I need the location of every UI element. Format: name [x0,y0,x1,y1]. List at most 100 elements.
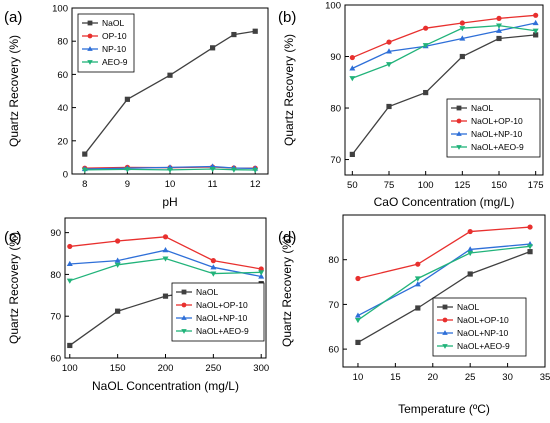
x-tick-label: 175 [528,180,544,191]
x-axis-title: Temperature (ºC) [398,402,490,416]
data-point [115,238,121,244]
y-tick-label: 80 [330,104,341,115]
x-tick-label: 15 [390,372,401,383]
y-axis-title: Quartz Recovery (%) [7,232,21,344]
data-point [355,275,361,282]
x-axis-title: NaOL Concentration (mg/L) [92,379,239,393]
data-point [527,224,533,230]
legend-label: NaOL+OP-10 [196,300,248,310]
data-point [386,48,392,54]
legend-entry: NaOL+AEO-9 [176,326,249,336]
data-point [527,244,534,250]
data-point [162,234,169,240]
y-axis-title: Quartz Recovery (%) [282,34,296,146]
data-point [167,72,173,78]
y-tick-label: 100 [52,4,68,15]
data-point [66,260,73,267]
data-point [349,65,356,71]
series-line [357,226,531,280]
legend-marker [87,46,93,51]
data-point [496,15,502,21]
data-point [66,278,73,284]
data-point [258,270,265,276]
y-tick-label: 60 [328,345,339,356]
panel-label: (a) [4,9,22,26]
y-tick-label: 60 [57,70,68,81]
data-point [467,250,474,257]
x-tick-label: 10 [165,179,176,190]
legend-entry: NaOL+OP-10 [451,116,523,126]
panel-label: (d) [278,229,296,246]
legend-label: NP-10 [102,44,126,54]
data-point [67,243,73,250]
legend-marker [442,330,448,335]
data-point [467,246,474,252]
y-tick-label: 100 [325,1,341,12]
x-tick-label: 200 [158,363,174,374]
y-axis-title: Quartz Recovery (%) [7,35,21,147]
data-point [115,308,121,314]
legend-entry: NaOL+NP-10 [451,129,523,139]
series-naol-np-10 [349,19,539,71]
series-naol [349,32,539,157]
legend-label: NaOL+NP-10 [471,129,523,139]
data-point [527,249,533,255]
data-point [210,258,216,264]
x-tick-label: 100 [418,180,434,191]
series-naol-aeo-9 [66,256,265,284]
data-point [533,12,539,18]
data-point [209,166,216,173]
legend-entry: AEO-9 [82,57,128,67]
legend-label: NaOL+AEO-9 [471,142,524,152]
legend-entry: NaOL+NP-10 [437,328,509,338]
data-point [414,281,421,287]
legend-label: NaOL [457,302,479,312]
legend-marker [87,60,93,65]
x-tick-label: 8 [82,179,87,190]
data-point [354,317,361,324]
legend-marker [456,145,462,150]
data-point [415,305,421,311]
x-tick-label: 250 [205,363,221,374]
chart-panel-d: 10 15 20 25 30 35 60 70 80 Temperature (ºC) Quartz… [278,214,550,416]
series-line [357,251,531,343]
legend-marker [181,289,187,295]
data-point [124,167,131,173]
data-point [459,53,465,60]
legend: NaOL NaOL+OP-10 NaOL+NP-10 NaOL+AEO-9 [432,297,527,357]
y-tick-label: 60 [50,354,61,365]
y-tick-label: 0 [63,170,68,181]
series-naol-op-10 [355,224,533,282]
data-point [496,35,502,42]
series-naol [355,249,533,346]
series-line [84,30,256,155]
data-point [114,262,121,268]
y-tick-label: 70 [328,300,339,311]
legend-entry: OP-10 [82,31,127,41]
legend: NaOL OP-10 NP-10 AEO-9 [77,13,135,73]
y-tick-label: 70 [330,155,341,166]
y-tick-label: 80 [57,37,68,48]
data-point [349,54,355,61]
legend-entry: NaOL+AEO-9 [451,142,524,152]
data-point [210,271,217,277]
data-point [231,31,237,38]
legend-marker [181,329,187,334]
x-tick-label: 11 [208,179,218,190]
x-tick-label: 150 [110,363,126,374]
legend-marker [456,131,462,136]
legend-marker [87,33,93,39]
x-tick-label: 125 [454,180,470,191]
y-tick-label: 70 [50,312,61,323]
data-point [162,247,169,253]
legend-marker [442,304,448,310]
series-naol-op-10 [349,12,539,61]
series-naol-aeo-9 [349,23,539,82]
data-point [386,103,392,110]
plot-frame [344,4,544,176]
x-tick-label: 12 [250,179,261,190]
x-tick-label: 10 [353,372,364,383]
legend-label: NaOL+NP-10 [457,328,509,338]
legend-entry: NaOL [437,302,479,312]
